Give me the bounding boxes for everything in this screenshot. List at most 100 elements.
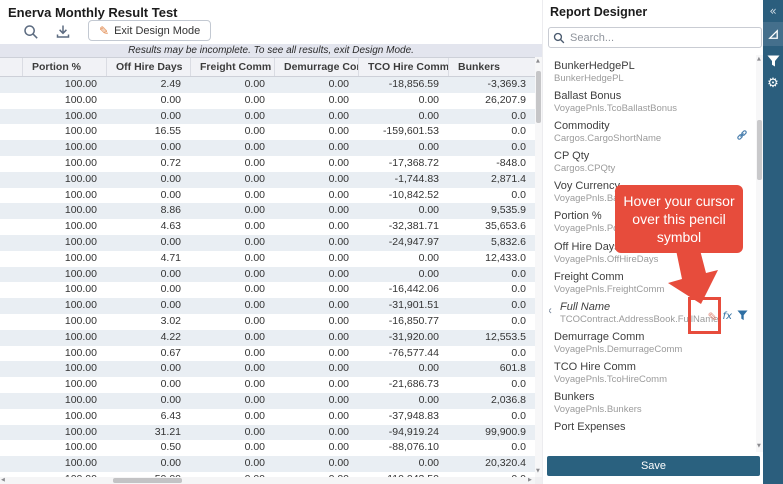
- row-selector-cell[interactable]: [0, 330, 22, 346]
- table-row[interactable]: 100.00 0.00 0.00 0.00 -31,901.51 0.0: [0, 298, 535, 314]
- table-row[interactable]: 100.00 4.71 0.00 0.00 0.00 12,433.0: [0, 250, 535, 267]
- search-icon[interactable]: [23, 24, 39, 40]
- edit-pencil-icon[interactable]: ✎: [707, 309, 718, 324]
- table-row[interactable]: 100.00 0.00 0.00 0.00 0.00 601.8: [0, 361, 535, 378]
- field-item-tco-hire-comm[interactable]: TCO Hire Comm VoyagePnls.TcoHireComm: [549, 361, 754, 391]
- field-item-voy-currency[interactable]: Voy Currency VoyagePnls.BaseC: [549, 180, 754, 210]
- list-scrollbar[interactable]: ▲ ▼: [756, 55, 763, 452]
- filter-icon[interactable]: [737, 308, 748, 326]
- row-selector-cell[interactable]: [0, 140, 22, 156]
- table-row[interactable]: 100.00 0.72 0.00 0.00 -17,368.72 -848.0: [0, 155, 535, 172]
- row-selector-cell[interactable]: [0, 93, 22, 109]
- table-vertical-scrollbar[interactable]: ▲ ▼: [535, 57, 542, 477]
- field-search-box[interactable]: [548, 27, 762, 48]
- scrollbar-thumb[interactable]: [757, 120, 762, 180]
- scroll-right-icon[interactable]: ▶: [528, 477, 532, 483]
- table-row[interactable]: 100.0050.000.000.00-110,043.500.0: [0, 471, 535, 477]
- column-header-off-hire-days[interactable]: Off Hire Days: [106, 58, 190, 76]
- table-row[interactable]: 100.00 16.55 0.00 0.00 -159,601.53 0.0: [0, 124, 535, 141]
- table-row[interactable]: 100.00 0.00 0.00 0.00 0.00 0.0: [0, 266, 535, 283]
- table-row[interactable]: 100.00 31.21 0.00 0.00 -94,919.24 99,900.9: [0, 424, 535, 441]
- row-selector-cell[interactable]: [0, 456, 22, 472]
- search-input[interactable]: [568, 30, 757, 45]
- row-selector-cell[interactable]: [0, 188, 22, 204]
- column-header-selector[interactable]: [0, 58, 22, 76]
- column-header-bunkers[interactable]: Bunkers: [448, 58, 535, 76]
- row-selector-cell[interactable]: [0, 425, 22, 441]
- table-row[interactable]: 100.00 0.00 0.00 0.00 0.00 2,036.8: [0, 392, 535, 409]
- scrollbar-thumb[interactable]: [113, 478, 182, 483]
- row-selector-cell[interactable]: [0, 267, 22, 283]
- table-row[interactable]: 100.00 3.02 0.00 0.00 -16,850.77 0.0: [0, 313, 535, 330]
- row-selector-cell[interactable]: [0, 298, 22, 314]
- table-row[interactable]: 100.00 6.43 0.00 0.00 -37,948.83 0.0: [0, 408, 535, 425]
- table-row[interactable]: 100.00 2.49 0.00 0.00 -18,856.59 -3,369.3: [0, 77, 535, 93]
- table-row[interactable]: 100.00 0.00 0.00 0.00 0.00 0.0: [0, 140, 535, 156]
- table-row[interactable]: 100.00 0.00 0.00 0.00 -10,842.52 0.0: [0, 187, 535, 204]
- remove-field-icon[interactable]: ✕: [549, 307, 553, 317]
- link-icon[interactable]: [736, 128, 748, 146]
- field-item-portion-[interactable]: Portion % VoyagePnls.Portion: [549, 210, 754, 240]
- row-selector-cell[interactable]: [0, 409, 22, 425]
- row-selector-cell[interactable]: [0, 109, 22, 125]
- filter-icon[interactable]: [763, 52, 783, 70]
- scroll-up-icon[interactable]: ▲: [536, 58, 540, 64]
- table-horizontal-scrollbar[interactable]: ◀ ▶: [0, 477, 535, 484]
- row-selector-cell[interactable]: [0, 124, 22, 140]
- field-item-cp-qty[interactable]: CP Qty Cargos.CPQty: [549, 150, 754, 180]
- row-selector-cell[interactable]: [0, 203, 22, 219]
- column-header-demurrage-comm[interactable]: Demurrage Comm: [274, 58, 358, 76]
- row-selector-cell[interactable]: [0, 219, 22, 235]
- table-row[interactable]: 100.00 0.00 0.00 0.00 -24,947.97 5,832.6: [0, 234, 535, 251]
- scrollbar-thumb[interactable]: [536, 71, 541, 123]
- table-row[interactable]: 100.00 0.00 0.00 0.00 -16,442.06 0.0: [0, 282, 535, 299]
- row-selector-cell[interactable]: [0, 440, 22, 456]
- table-cell: 4.63: [160, 220, 181, 233]
- row-selector-cell[interactable]: [0, 156, 22, 172]
- pencil-icon: ✎: [99, 23, 110, 38]
- field-item-bunkers[interactable]: Bunkers VoyagePnls.Bunkers: [549, 391, 754, 421]
- field-item-off-hire-days[interactable]: Off Hire Days VoyagePnls.OffHireDays: [549, 241, 754, 271]
- row-selector-cell[interactable]: [0, 393, 22, 409]
- field-item-demurrage-comm[interactable]: Demurrage Comm VoyagePnls.DemurrageComm: [549, 331, 754, 361]
- table-row[interactable]: 100.00 4.63 0.00 0.00 -32,381.71 35,653.6: [0, 219, 535, 235]
- column-header-tco-hire-comm[interactable]: TCO Hire Comm: [358, 58, 448, 76]
- table-row[interactable]: 100.00 0.00 0.00 0.00 0.00 0.0: [0, 108, 535, 125]
- row-selector-cell[interactable]: [0, 314, 22, 330]
- table-row[interactable]: 100.00 0.00 0.00 0.00 0.00 26,207.9: [0, 92, 535, 109]
- table-row[interactable]: 100.00 8.86 0.00 0.00 0.00 9,535.9: [0, 203, 535, 220]
- column-header-freight-comm[interactable]: Freight Comm: [190, 58, 274, 76]
- field-item-full-name[interactable]: ✕ Full NameTCOContract.AddressBook.FullNa…: [549, 301, 754, 331]
- table-row[interactable]: 100.00 0.00 0.00 0.00 -1,744.83 2,871.4: [0, 171, 535, 188]
- row-selector-cell[interactable]: [0, 251, 22, 267]
- row-selector-cell[interactable]: [0, 77, 22, 93]
- exit-design-mode-button[interactable]: ✎ Exit Design Mode: [88, 20, 212, 41]
- field-item-freight-comm[interactable]: Freight Comm VoyagePnls.FreightComm: [549, 271, 754, 301]
- column-header-portion-[interactable]: Portion %: [22, 58, 106, 76]
- scroll-down-icon[interactable]: ▼: [757, 443, 761, 449]
- row-selector-cell[interactable]: [0, 346, 22, 362]
- table-row[interactable]: 100.00 0.00 0.00 0.00 -21,686.73 0.0: [0, 377, 535, 393]
- scroll-up-icon[interactable]: ▲: [757, 56, 761, 62]
- scroll-left-icon[interactable]: ◀: [1, 477, 5, 483]
- field-item-commodity[interactable]: Commodity Cargos.CargoShortName: [549, 120, 754, 150]
- row-selector-cell[interactable]: [0, 361, 22, 377]
- field-item-ballast-bonus[interactable]: Ballast Bonus VoyagePnls.TcoBallastBonus: [549, 90, 754, 120]
- row-selector-cell[interactable]: [0, 282, 22, 298]
- field-item-bunkerhedgepl[interactable]: BunkerHedgePL BunkerHedgePL: [549, 60, 754, 90]
- pointer-tool-icon[interactable]: [763, 22, 783, 46]
- download-icon[interactable]: [55, 24, 71, 40]
- table-row[interactable]: 100.00 0.00 0.00 0.00 0.00 20,320.4: [0, 456, 535, 472]
- row-selector-cell[interactable]: [0, 377, 22, 393]
- table-row[interactable]: 100.00 0.67 0.00 0.00 -76,577.44 0.0: [0, 345, 535, 362]
- row-selector-cell[interactable]: [0, 235, 22, 251]
- formula-fx-icon[interactable]: fx: [722, 311, 732, 323]
- save-button[interactable]: Save: [547, 456, 760, 476]
- field-item-port-expenses[interactable]: Port Expenses: [549, 421, 754, 451]
- collapse-panel-icon[interactable]: «: [769, 4, 777, 18]
- row-selector-cell[interactable]: [0, 172, 22, 188]
- table-row[interactable]: 100.00 4.22 0.00 0.00 -31,920.00 12,553.5: [0, 329, 535, 346]
- scroll-down-icon[interactable]: ▼: [536, 468, 540, 474]
- settings-gear-icon[interactable]: ⚙: [767, 75, 779, 91]
- table-row[interactable]: 100.00 0.50 0.00 0.00 -88,076.10 0.0: [0, 440, 535, 457]
